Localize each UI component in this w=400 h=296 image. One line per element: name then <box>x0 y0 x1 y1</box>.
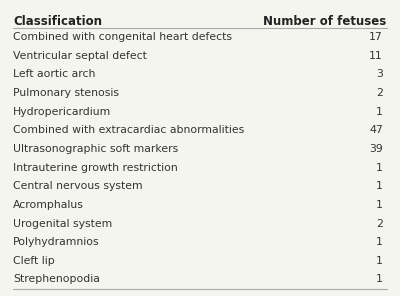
Text: Urogenital system: Urogenital system <box>13 218 112 229</box>
Text: Number of fetuses: Number of fetuses <box>264 15 387 28</box>
Text: Polyhydramnios: Polyhydramnios <box>13 237 100 247</box>
Text: 1: 1 <box>376 200 383 210</box>
Text: Pulmonary stenosis: Pulmonary stenosis <box>13 88 119 98</box>
Text: Central nervous system: Central nervous system <box>13 181 143 191</box>
Text: Intrauterine growth restriction: Intrauterine growth restriction <box>13 163 178 173</box>
Text: 2: 2 <box>376 218 383 229</box>
Text: Cleft lip: Cleft lip <box>13 256 55 266</box>
Text: Ultrasonographic soft markers: Ultrasonographic soft markers <box>13 144 178 154</box>
Text: 47: 47 <box>369 125 383 135</box>
Text: 39: 39 <box>369 144 383 154</box>
Text: Ventricular septal defect: Ventricular septal defect <box>13 51 147 61</box>
Text: 1: 1 <box>376 274 383 284</box>
Text: 1: 1 <box>376 163 383 173</box>
Text: Left aortic arch: Left aortic arch <box>13 69 96 79</box>
Text: Classification: Classification <box>13 15 102 28</box>
Text: Strephenopodia: Strephenopodia <box>13 274 100 284</box>
Text: Acromphalus: Acromphalus <box>13 200 84 210</box>
Text: 1: 1 <box>376 256 383 266</box>
Text: 17: 17 <box>369 32 383 42</box>
Text: 1: 1 <box>376 237 383 247</box>
Text: 2: 2 <box>376 88 383 98</box>
Text: 11: 11 <box>369 51 383 61</box>
Text: 1: 1 <box>376 107 383 117</box>
Text: Combined with extracardiac abnormalities: Combined with extracardiac abnormalities <box>13 125 244 135</box>
Text: 1: 1 <box>376 181 383 191</box>
Text: Combined with congenital heart defects: Combined with congenital heart defects <box>13 32 232 42</box>
Text: 3: 3 <box>376 69 383 79</box>
Text: Hydropericardium: Hydropericardium <box>13 107 112 117</box>
